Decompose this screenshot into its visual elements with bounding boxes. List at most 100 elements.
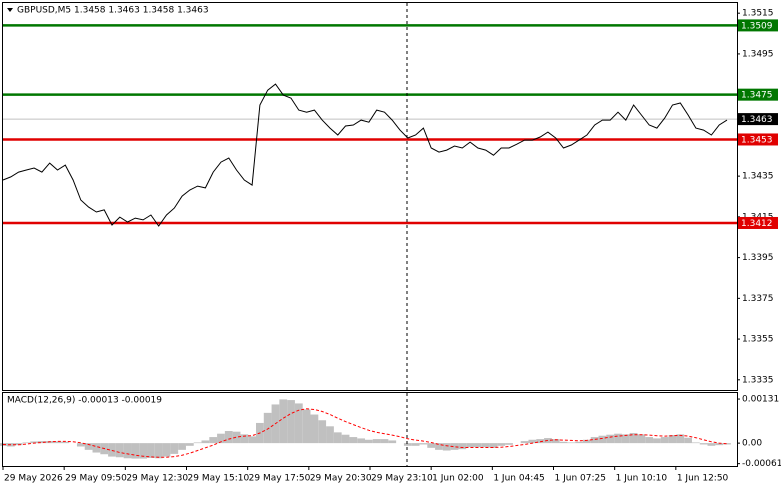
x-tick-label: 29 May 15:10	[188, 474, 250, 484]
level-label-box	[738, 133, 778, 146]
macd-bar	[92, 443, 101, 453]
macd-bar	[224, 431, 233, 444]
macd-bar	[365, 439, 373, 444]
y-tick-label: -0.00061	[742, 459, 781, 469]
price-line	[2, 83, 728, 227]
y-tick-label: 1.3395	[742, 253, 774, 263]
macd-bar	[53, 441, 62, 444]
macd-bar	[139, 443, 148, 459]
y-tick-label: 1.3515	[742, 9, 774, 19]
macd-bar	[419, 443, 428, 445]
macd-bar	[38, 441, 46, 444]
macd-bar	[108, 443, 116, 457]
macd-bar	[178, 443, 186, 450]
level-label-box	[738, 88, 778, 101]
macd-bar	[240, 434, 249, 444]
macd-bar	[536, 439, 545, 444]
macd-bar	[318, 420, 327, 444]
macd-bar	[660, 437, 669, 444]
current-price-label: 1.3463	[741, 115, 773, 125]
y-tick-label: 0.00131	[742, 395, 779, 405]
macd-bar	[598, 435, 607, 444]
price-panel-frame	[2, 2, 738, 391]
macd-bar	[528, 439, 537, 444]
macd-bar	[357, 438, 365, 444]
macd-bar	[193, 442, 202, 444]
macd-bar	[582, 439, 591, 444]
menu-arrow	[7, 8, 13, 12]
macd-bar	[606, 434, 615, 444]
macd-bar	[232, 431, 241, 444]
y-tick-label: 0.00	[742, 439, 762, 449]
macd-bar	[614, 433, 622, 444]
macd-panel-frame	[2, 392, 738, 467]
macd-bar	[645, 437, 654, 444]
macd-bar	[30, 441, 39, 444]
level-label: 1.3509	[741, 21, 773, 31]
macd-bar	[185, 443, 194, 446]
macd-bar	[302, 409, 311, 444]
macd-bar	[170, 443, 179, 454]
macd-bar	[217, 433, 225, 444]
x-tick-label: 29 May 09:50	[65, 474, 127, 484]
y-tick-label: 1.3355	[742, 335, 774, 345]
y-tick-label: 1.3335	[742, 375, 774, 385]
macd-bar	[590, 437, 599, 444]
level-label: 1.3475	[741, 91, 773, 101]
macd-bar	[248, 436, 257, 444]
level-label: 1.3453	[741, 135, 773, 145]
macd-bar	[333, 432, 342, 444]
macd-bar	[653, 438, 661, 444]
macd-bar	[442, 443, 451, 451]
macd-bar	[723, 443, 731, 445]
macd-bar	[341, 434, 350, 444]
y-tick-label: 1.3375	[742, 294, 774, 304]
macd-bar	[520, 441, 529, 444]
y-tick-label: 1.3495	[742, 49, 774, 59]
macd-bar	[201, 440, 210, 444]
macd-bar	[115, 443, 124, 458]
x-tick-label: 1 Jun 07:25	[555, 474, 606, 484]
macd-bar	[22, 442, 31, 444]
x-tick-label: 1 Jun 12:50	[677, 474, 729, 484]
macd-bar	[497, 443, 506, 446]
macd-bar	[629, 433, 638, 444]
y-tick-label: 1.3435	[742, 172, 774, 182]
macd-title: MACD(12,26,9) -0.00013 -0.00019	[7, 396, 162, 406]
macd-bar	[621, 434, 630, 444]
macd-bar	[691, 442, 700, 444]
chart-title: GBPUSD,M5 1.3458 1.3463 1.3458 1.3463	[17, 6, 209, 16]
level-label: 1.3412	[741, 219, 773, 229]
macd-bar	[466, 443, 474, 448]
x-tick-label: 29 May 17:50	[249, 474, 311, 484]
macd-bar	[131, 443, 140, 459]
macd-bar	[287, 400, 295, 444]
macd-bar	[147, 443, 155, 458]
macd-bar	[567, 442, 576, 444]
current-price-box	[738, 113, 778, 126]
macd-bar	[61, 441, 70, 444]
macd-bar	[310, 414, 319, 444]
macd-bar	[380, 439, 389, 444]
macd-bar	[637, 434, 646, 444]
macd-bar	[403, 443, 412, 446]
x-tick-label: 29 May 23:10	[371, 474, 433, 484]
macd-bar	[294, 403, 303, 444]
macd-bar	[388, 440, 397, 444]
macd-bar	[575, 441, 583, 444]
signal-line	[2, 408, 728, 458]
macd-bar	[715, 443, 724, 446]
macd-bar	[162, 443, 171, 457]
macd-bar	[84, 443, 93, 450]
macd-bar	[14, 443, 23, 446]
x-tick-label: 1 Jun 04:45	[493, 474, 544, 484]
level-label-box	[738, 216, 778, 229]
macd-bar	[676, 434, 685, 444]
x-tick-label: 29 May 12:30	[126, 474, 188, 484]
macd-bar	[481, 443, 490, 448]
macd-bar	[684, 437, 692, 444]
macd-bar	[458, 443, 467, 450]
macd-bar	[427, 443, 436, 448]
macd-bar	[279, 399, 288, 444]
